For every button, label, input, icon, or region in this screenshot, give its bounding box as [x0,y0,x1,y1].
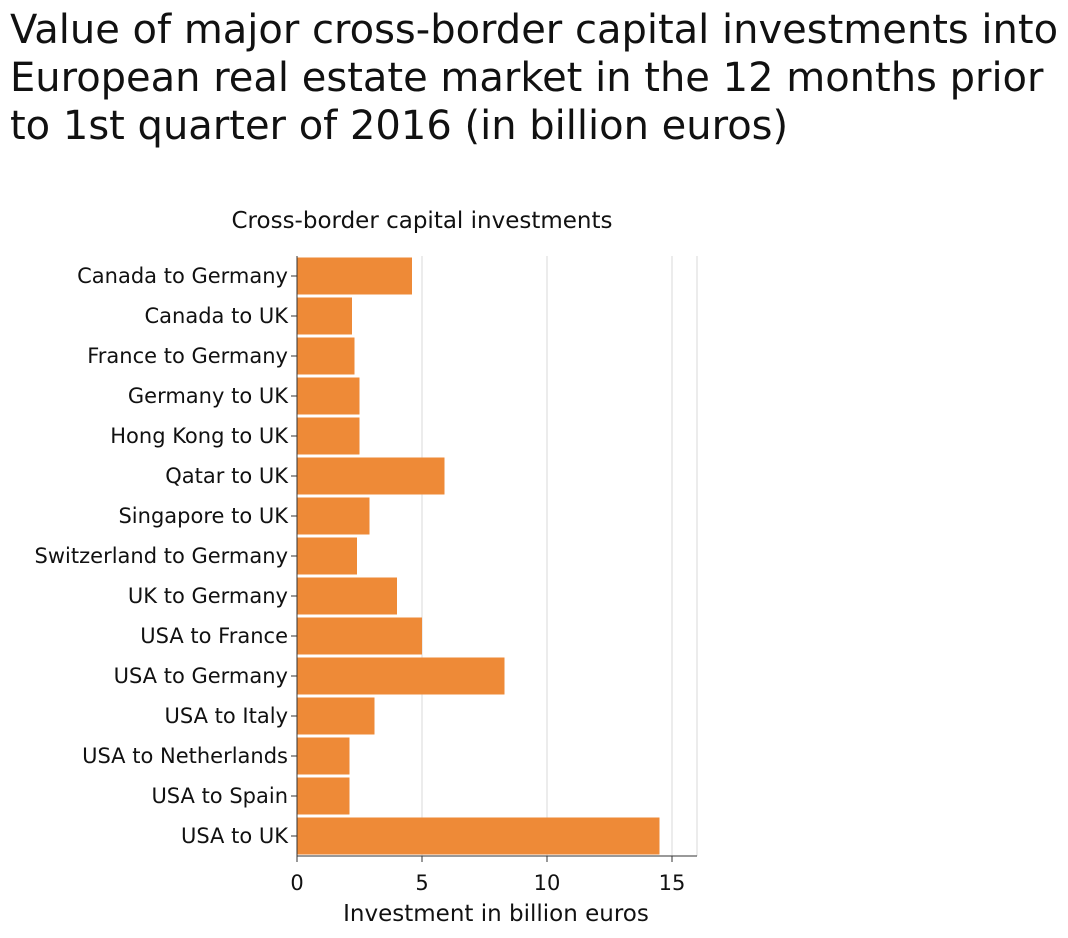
y-tick-label: Germany to UK [128,384,289,408]
bar [297,377,360,415]
x-tick-label: 0 [290,871,303,895]
bars [297,257,660,855]
y-tick-label: UK to Germany [128,584,288,608]
axes: Canada to Germany Canada to UK France to G… [35,256,697,895]
y-tick-label: Qatar to UK [165,464,289,488]
y-tick-label: Singapore to UK [118,504,289,528]
y-tick-label: USA to Spain [151,784,288,808]
bar [297,337,355,375]
bar [297,737,350,775]
bar [297,777,350,815]
x-tick-label: 10 [534,871,561,895]
y-tick-label: Canada to UK [145,304,290,328]
bar [297,817,660,855]
y-tick-label: France to Germany [87,344,288,368]
bar [297,657,505,695]
x-tick-label: 5 [415,871,428,895]
y-tick-label: Switzerland to Germany [35,544,288,568]
y-tick-label: Canada to Germany [77,264,288,288]
y-tick-label: USA to France [140,624,288,648]
x-tick-label: 15 [659,871,686,895]
bar [297,417,360,455]
y-tick-label: USA to UK [181,824,289,848]
bar [297,497,370,535]
bar [297,697,375,735]
x-axis-title: Investment in billion euros [343,901,649,927]
grid-lines [421,256,698,856]
y-tick-label: USA to Italy [165,704,288,728]
bar [297,297,352,335]
chart-title: Value of major cross-border capital inve… [10,7,1059,149]
bar [297,617,422,655]
y-tick-label: Hong Kong to UK [110,424,289,448]
bar [297,257,412,295]
y-tick-label: USA to Netherlands [82,744,288,768]
bar [297,537,357,575]
y-tick-label: USA to Germany [114,664,288,688]
y-axis-title: Cross-border capital investments [232,208,613,234]
bar [297,457,445,495]
bar [297,577,397,615]
